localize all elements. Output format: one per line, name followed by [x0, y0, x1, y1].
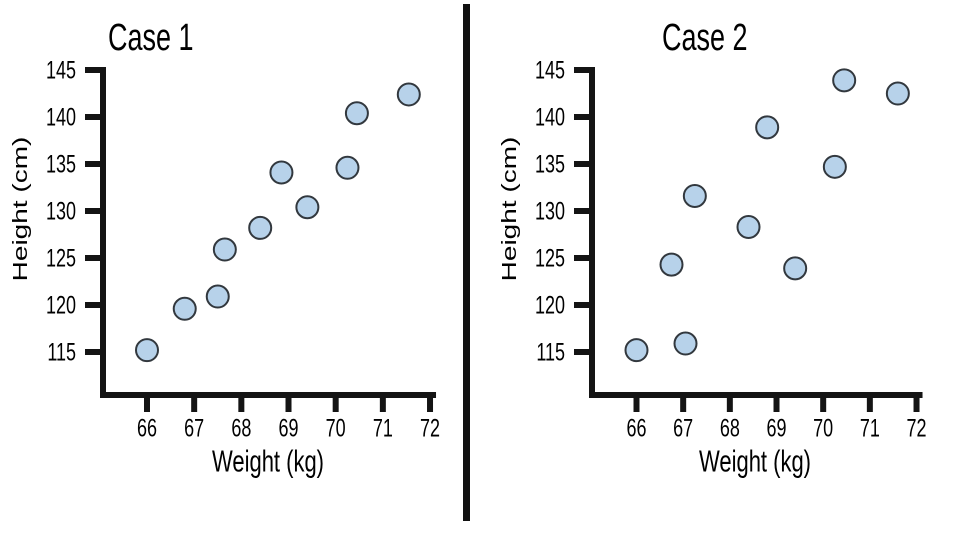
scatter-point — [396, 82, 421, 107]
scatter-point — [205, 284, 230, 309]
x-tick-label: 71 — [860, 414, 880, 443]
chart-title: Case 1 — [108, 15, 194, 58]
y-tick — [85, 302, 100, 308]
x-tick — [913, 398, 920, 412]
scatter-point — [624, 338, 649, 363]
x-tick-label: 72 — [420, 414, 440, 443]
y-tick-label: 120 — [535, 291, 565, 320]
y-tick — [574, 302, 589, 308]
y-tick-label: 125 — [535, 244, 565, 273]
y-axis-label: Height (cm) — [499, 137, 521, 282]
x-tick — [773, 398, 780, 412]
y-tick-label: 140 — [535, 103, 565, 132]
x-axis-label: Weight (kg) — [699, 444, 811, 479]
y-tick-label: 135 — [535, 150, 565, 179]
scatter-point — [682, 183, 707, 208]
y-tick — [85, 208, 100, 214]
x-tick-label: 68 — [231, 414, 251, 443]
scatter-point — [832, 68, 857, 93]
x-tick — [332, 398, 339, 412]
scatter-point — [248, 215, 273, 240]
x-tick-label: 68 — [720, 414, 740, 443]
x-tick-label: 71 — [373, 414, 393, 443]
x-tick — [427, 398, 434, 412]
scatter-point — [822, 154, 847, 179]
x-tick-label: 67 — [673, 414, 693, 443]
y-axis-line — [589, 67, 595, 398]
case-2-panel: 115 120 125 130 135 140 145 66 67 68 69 70 71 72 Case … — [499, 15, 927, 478]
y-tick-label: 130 — [535, 197, 565, 226]
y-tick-label: 125 — [46, 244, 76, 273]
x-tick — [379, 398, 386, 412]
scatter-point — [172, 296, 197, 321]
y-tick — [574, 208, 589, 214]
y-tick-label: 140 — [46, 103, 76, 132]
scatter-point — [335, 155, 360, 180]
y-tick — [574, 114, 589, 120]
y-tick-label: 145 — [535, 56, 565, 85]
y-tick — [574, 161, 589, 167]
y-tick — [85, 161, 100, 167]
scatter-point — [212, 237, 237, 262]
x-tick-label: 66 — [626, 414, 646, 443]
scatter-point — [659, 252, 684, 277]
x-tick — [285, 398, 292, 412]
y-tick-label: 115 — [536, 338, 565, 367]
x-tick-label: 72 — [907, 414, 927, 443]
case-1-panel: 115 120 125 130 135 140 145 66 67 68 69 70 71 72 Case … — [10, 15, 440, 478]
y-tick — [85, 349, 100, 355]
scatter-point — [673, 331, 698, 356]
y-tick-label: 120 — [46, 291, 76, 320]
y-tick-label: 145 — [46, 56, 76, 85]
x-tick-label: 70 — [813, 414, 833, 443]
scatter-point — [783, 256, 808, 281]
x-tick — [633, 398, 640, 412]
x-tick-label: 70 — [326, 414, 346, 443]
scatter-point — [755, 115, 780, 140]
x-axis-line — [100, 392, 437, 398]
y-tick — [85, 67, 100, 73]
y-tick — [85, 255, 100, 261]
x-tick — [866, 398, 873, 412]
x-tick-label: 69 — [279, 414, 299, 443]
chart-title: Case 2 — [662, 15, 748, 58]
y-tick-label: 115 — [47, 338, 76, 367]
y-tick — [574, 67, 589, 73]
scatter-point — [344, 101, 369, 126]
x-axis-line — [589, 392, 923, 398]
scatter-point — [269, 160, 294, 185]
x-tick-label: 67 — [184, 414, 204, 443]
y-tick — [574, 255, 589, 261]
y-tick — [85, 114, 100, 120]
y-tick — [574, 349, 589, 355]
scatter-point — [736, 214, 761, 239]
y-axis-label: Height (cm) — [10, 137, 32, 282]
y-tick-label: 130 — [46, 197, 76, 226]
x-tick — [726, 398, 733, 412]
x-tick — [680, 398, 687, 412]
x-axis-label: Weight (kg) — [212, 444, 324, 479]
y-tick-label: 135 — [46, 150, 76, 179]
scatter-point — [885, 81, 910, 106]
scatter-point — [135, 338, 159, 363]
scatter-point — [295, 195, 320, 220]
x-tick — [191, 398, 198, 412]
y-axis-line — [100, 67, 106, 398]
x-tick — [144, 398, 150, 412]
x-tick — [238, 398, 245, 412]
x-tick — [820, 398, 827, 412]
x-tick-label: 69 — [767, 414, 787, 443]
x-tick-label: 66 — [137, 414, 157, 443]
panel-divider — [463, 4, 470, 521]
